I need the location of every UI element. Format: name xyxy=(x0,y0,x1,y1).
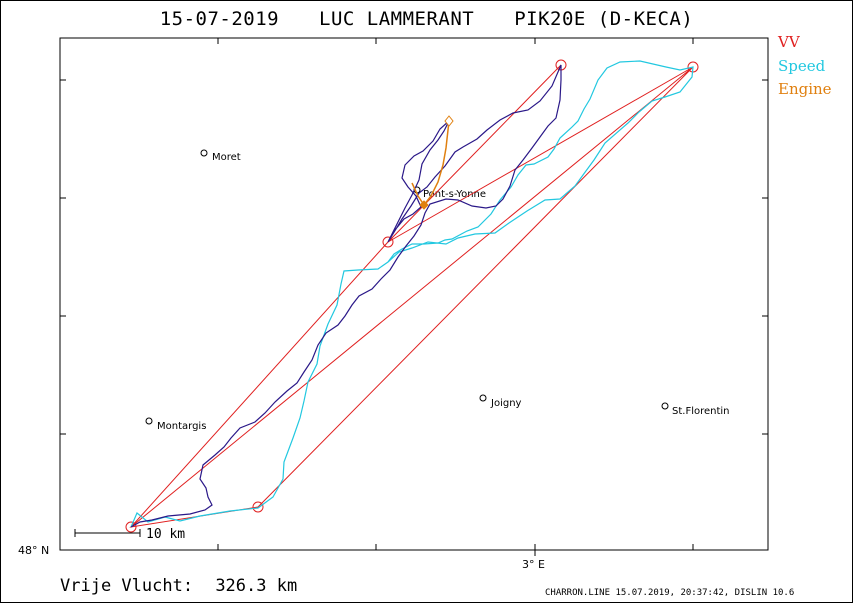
scale-label: 10 km xyxy=(146,527,185,542)
task-legs xyxy=(125,59,699,533)
flight-track xyxy=(130,64,562,528)
pilot-name: LUC LAMMERANT xyxy=(319,8,475,30)
axis-ticks xyxy=(60,38,768,556)
aircraft-name: PIK20E (D-KECA) xyxy=(514,8,694,30)
speed-track xyxy=(130,60,694,528)
turnpoint-2 xyxy=(382,236,394,248)
city-st-florentin: St.Florentin xyxy=(661,402,730,417)
lat-axis-label: 48° N xyxy=(18,544,49,557)
distance-label: Vrije Vlucht: xyxy=(60,576,194,596)
footer-info: CHARRON.LINE 15.07.2019, 20:37:42, DISLI… xyxy=(545,588,795,598)
city-label: Montargis xyxy=(157,421,206,432)
engine-track xyxy=(411,120,450,207)
scale-bar: 10 km xyxy=(74,527,185,542)
city-montargis: Montargis xyxy=(145,417,206,432)
plot-border xyxy=(59,37,769,551)
distance-value: 326.3 km xyxy=(215,576,298,596)
lon-axis-label: 3° E xyxy=(522,558,545,571)
city-label: Joigny xyxy=(490,398,522,409)
engine-stop-marker xyxy=(419,200,429,210)
task-polyline xyxy=(129,64,694,528)
engine-start-marker xyxy=(444,115,454,127)
flight-date: 15-07-2019 xyxy=(159,8,280,30)
legend-engine: Engine xyxy=(778,80,832,98)
city-joigny: Joigny xyxy=(479,394,522,409)
distance-summary: Vrije Vlucht: 326.3 km xyxy=(60,576,309,596)
turnpoint-5 xyxy=(252,501,264,513)
city-label: Pont-s-Yonne xyxy=(423,189,486,200)
city-moret: Moret xyxy=(200,149,241,163)
turnpoint-start xyxy=(125,521,137,533)
chart-title: 15-07-2019 LUC LAMMERANT PIK20E (D-KECA) xyxy=(0,8,853,30)
legend-vv: VV xyxy=(778,33,800,51)
city-label: St.Florentin xyxy=(672,406,730,417)
legend-speed: Speed xyxy=(778,57,826,75)
city-label: Moret xyxy=(212,152,241,163)
